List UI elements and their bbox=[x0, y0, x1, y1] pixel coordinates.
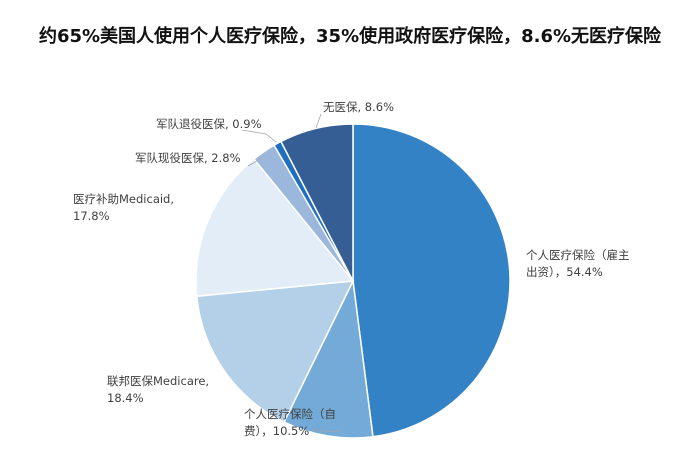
leader-line-1 bbox=[311, 429, 341, 433]
pie-slice-3 bbox=[195, 158, 355, 298]
pie-slice-1 bbox=[283, 278, 374, 439]
slice-label-4: 军队现役医保, 2.8% bbox=[135, 151, 241, 165]
slice-label-3: 医疗补助Medicaid, 17.8% bbox=[73, 192, 174, 223]
chart-title: 约65%美国人使用个人医疗保险，35%使用政府医疗保险，8.6%无医疗保险 bbox=[38, 26, 662, 47]
pie-slice-0 bbox=[352, 123, 511, 438]
slice-label-1: 个人医疗保险（自费），10.5% bbox=[244, 407, 336, 438]
slice-label-5: 军队退役医保, 0.9% bbox=[156, 117, 262, 131]
leader-line-4 bbox=[247, 157, 263, 167]
slice-label-2: 联邦医保Medicare, 18.4% bbox=[107, 374, 209, 405]
slice-label-0: 个人医疗保险（雇主出资），54.4% bbox=[526, 248, 630, 279]
leader-line-5 bbox=[241, 129, 277, 143]
pie-slice-2 bbox=[195, 280, 355, 424]
slice-label-6: 无医保, 8.6% bbox=[323, 100, 394, 114]
leader-line-6 bbox=[315, 113, 322, 129]
pie-slice-6 bbox=[279, 123, 354, 282]
